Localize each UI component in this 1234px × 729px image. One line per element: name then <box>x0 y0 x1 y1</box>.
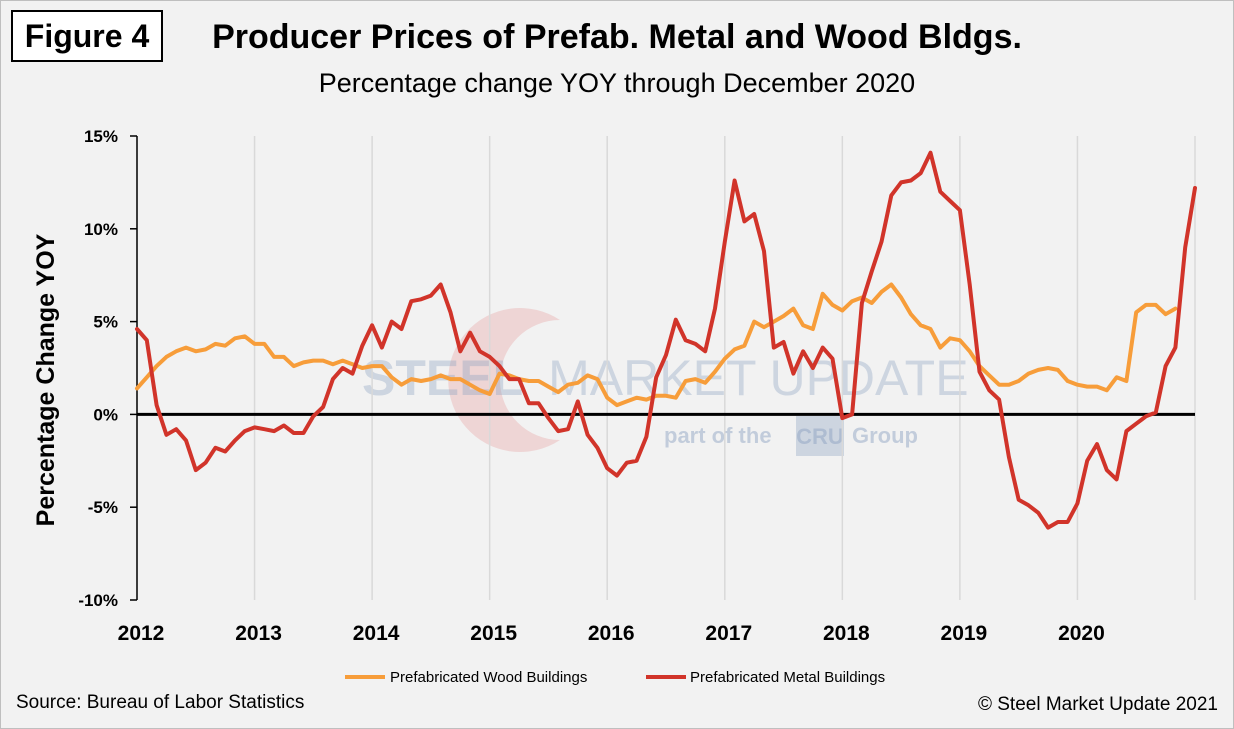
watermark: STEEL MARKET UPDATE part of the CRU Grou… <box>362 308 969 456</box>
tick-labels: 15% 10% 5% 0% -5% -10%2012 2013 2014 2015 2016 201… <box>78 127 1104 645</box>
legend-label-metal: Prefabricated Metal Buildings <box>690 669 885 686</box>
y-tick-label: 5% <box>93 313 118 332</box>
watermark-tagline-prefix: part of the <box>664 423 772 448</box>
x-tick-label: 2014 <box>353 622 400 645</box>
x-tick-label: 2018 <box>823 622 870 645</box>
legend-label-wood: Prefabricated Wood Buildings <box>390 669 587 686</box>
y-tick-label: 15% <box>84 127 118 146</box>
copyright-note: © Steel Market Update 2021 <box>977 694 1218 715</box>
x-tick-label: 2015 <box>470 622 517 645</box>
y-tick-label: 0% <box>93 405 118 424</box>
chart-subtitle: Percentage change YOY through December 2… <box>318 68 916 98</box>
x-tick-label: 2016 <box>588 622 635 645</box>
series-lines <box>135 150 1197 530</box>
svg-text:STEEL MARKET UPDATE: STEEL MARKET UPDATE <box>362 350 969 406</box>
y-axis-label: Percentage Change YOY <box>32 233 60 526</box>
y-tick-label: -5% <box>88 498 118 517</box>
watermark-cru-text: CRU <box>796 424 844 449</box>
y-tick-label: -10% <box>78 591 118 610</box>
series-line-metal <box>135 150 1197 530</box>
series-line-wood <box>135 282 1178 408</box>
x-tick-label: 2019 <box>941 622 988 645</box>
figure-label: Figure 4 <box>11 10 163 62</box>
y-tick-label: 10% <box>84 220 118 239</box>
chart-title: Producer Prices of Prefab. Metal and Woo… <box>212 18 1022 56</box>
source-note: Source: Bureau of Labor Statistics <box>16 692 305 713</box>
x-tick-label: 2013 <box>235 622 282 645</box>
watermark-brand-rest: MARKET UPDATE <box>548 350 968 406</box>
x-tick-label: 2012 <box>118 622 165 645</box>
watermark-cru-logo <box>796 416 844 456</box>
watermark-tagline-suffix: Group <box>852 423 918 448</box>
x-tick-label: 2020 <box>1058 622 1105 645</box>
x-tick-label: 2017 <box>705 622 752 645</box>
legend: Prefabricated Wood Buildings Prefabricat… <box>345 669 885 686</box>
